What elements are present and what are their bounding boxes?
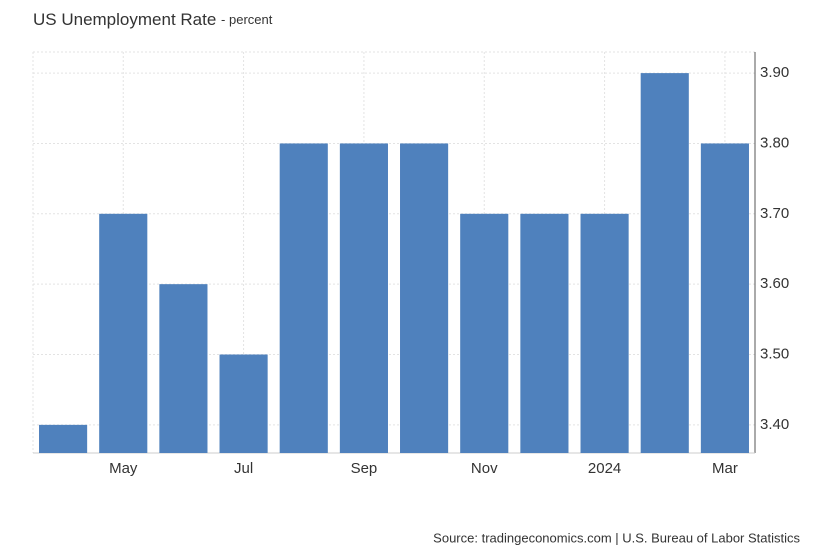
x-tick-label: Jul <box>234 460 253 477</box>
x-tick-label: Sep <box>351 460 378 477</box>
bar <box>400 143 449 453</box>
y-tick-label: 3.70 <box>760 205 789 222</box>
bar <box>460 213 509 453</box>
y-tick-label: 3.40 <box>760 416 789 433</box>
bar <box>99 213 148 453</box>
bar <box>159 284 208 453</box>
y-tick-label: 3.90 <box>760 64 789 81</box>
x-tick-label: 2024 <box>588 460 621 477</box>
y-tick-label: 3.60 <box>760 275 789 292</box>
y-tick-label: 3.80 <box>760 134 789 151</box>
bar <box>520 213 569 453</box>
source: Source: tradingeconomics.com | U.S. Bure… <box>433 530 800 545</box>
y-tick-label: 3.50 <box>760 345 789 362</box>
x-tick-label: Nov <box>471 460 498 477</box>
subtitle: - percent <box>221 12 273 27</box>
chart-title: US Unemployment Rate - percent <box>33 10 273 29</box>
x-tick-label: May <box>109 460 138 477</box>
bar <box>219 354 268 453</box>
title: US Unemployment Rate <box>33 10 216 29</box>
bar <box>700 143 749 453</box>
bar <box>339 143 388 453</box>
x-tick-label: Mar <box>712 460 738 477</box>
bar <box>580 213 629 453</box>
bar <box>640 73 689 454</box>
bar <box>279 143 328 453</box>
bar <box>39 424 88 453</box>
